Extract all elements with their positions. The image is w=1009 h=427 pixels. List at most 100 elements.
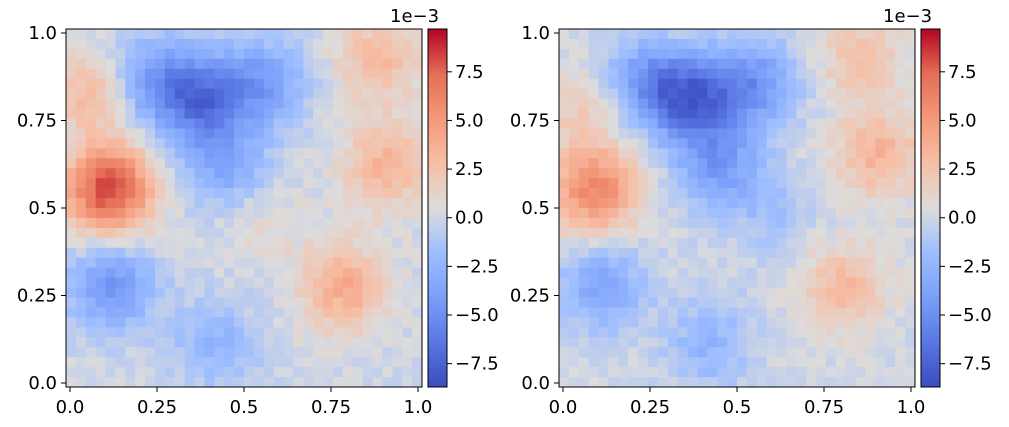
heatmap-cell bbox=[66, 108, 77, 120]
heatmap-cell bbox=[412, 208, 423, 219]
heatmap-cell bbox=[194, 188, 206, 199]
heatmap-cell bbox=[293, 327, 304, 338]
heatmap-cell bbox=[608, 188, 619, 199]
heatmap-cell bbox=[204, 357, 215, 368]
heatmap-cell bbox=[244, 38, 255, 50]
heatmap-cell bbox=[746, 58, 758, 70]
heatmap-cell bbox=[155, 68, 166, 80]
heatmap-cell bbox=[115, 128, 126, 139]
heatmap-cell bbox=[806, 347, 817, 358]
heatmap-cell bbox=[204, 267, 215, 279]
heatmap-cell bbox=[895, 287, 906, 299]
heatmap-cell bbox=[865, 58, 877, 70]
heatmap-cell bbox=[865, 208, 877, 219]
heatmap-cell bbox=[687, 297, 699, 309]
heatmap-cell bbox=[362, 38, 374, 50]
heatmap-cell bbox=[164, 58, 176, 70]
heatmap-cell bbox=[323, 227, 334, 239]
heatmap-cell bbox=[568, 247, 580, 259]
heatmap-cell bbox=[283, 377, 295, 388]
heatmap-cell bbox=[865, 158, 877, 169]
heatmap-cell bbox=[333, 367, 344, 378]
heatmap-cell bbox=[855, 317, 867, 328]
heatmap-cell bbox=[885, 337, 896, 348]
heatmap-cell bbox=[746, 208, 758, 219]
heatmap-cell bbox=[313, 198, 324, 209]
heatmap-cell bbox=[263, 327, 275, 338]
heatmap-cell bbox=[598, 357, 610, 368]
heatmap-cell bbox=[214, 317, 225, 328]
heatmap-cell bbox=[835, 158, 847, 169]
heatmap-cell bbox=[382, 317, 393, 328]
heatmap-cell bbox=[95, 357, 107, 368]
heatmap-cell bbox=[105, 48, 117, 60]
heatmap-cell bbox=[806, 29, 817, 40]
heatmap-cell bbox=[905, 188, 916, 199]
heatmap-cell bbox=[174, 188, 186, 199]
heatmap-cell bbox=[293, 277, 304, 289]
heatmap-cell bbox=[244, 68, 255, 80]
heatmap-cell bbox=[608, 377, 619, 388]
heatmap-cell bbox=[677, 377, 689, 388]
heatmap-cell bbox=[95, 38, 107, 50]
heatmap-cell bbox=[568, 227, 580, 239]
heatmap-cell bbox=[875, 108, 886, 120]
heatmap-cell bbox=[746, 367, 758, 378]
heatmap-cell bbox=[184, 287, 196, 299]
heatmap-cell bbox=[224, 297, 235, 309]
heatmap-cell bbox=[687, 48, 699, 60]
heatmap-cell bbox=[895, 237, 906, 249]
heatmap-cell bbox=[66, 168, 77, 179]
heatmap-cell bbox=[816, 29, 827, 40]
heatmap-cell bbox=[194, 88, 206, 100]
heatmap-cell bbox=[95, 118, 107, 130]
heatmap-cell bbox=[727, 347, 738, 358]
heatmap-cell bbox=[342, 198, 354, 209]
heatmap-cell bbox=[756, 118, 768, 130]
heatmap-cell bbox=[559, 148, 570, 159]
heatmap-cell bbox=[855, 227, 867, 239]
heatmap-cell bbox=[145, 128, 156, 139]
heatmap-cell bbox=[333, 178, 344, 189]
heatmap-cell bbox=[826, 307, 837, 318]
heatmap-cell bbox=[125, 317, 136, 328]
heatmap-cell bbox=[125, 267, 136, 279]
heatmap-cell bbox=[855, 88, 867, 100]
heatmap-cell bbox=[224, 128, 235, 139]
heatmap-cell bbox=[273, 347, 285, 358]
heatmap-cell bbox=[766, 307, 778, 318]
heatmap-cell bbox=[135, 287, 146, 299]
heatmap-cell bbox=[895, 227, 906, 239]
heatmap-cell bbox=[352, 317, 364, 328]
heatmap-cell bbox=[224, 138, 235, 149]
heatmap-cell bbox=[244, 357, 255, 368]
heatmap-cell bbox=[638, 128, 649, 139]
heatmap-cell bbox=[588, 29, 600, 40]
heatmap-cell bbox=[194, 198, 206, 209]
heatmap-cell bbox=[667, 118, 679, 130]
heatmap-cell bbox=[776, 198, 788, 209]
heatmap-cell bbox=[263, 337, 275, 348]
heatmap-cell bbox=[115, 118, 126, 130]
heatmap-cell bbox=[638, 267, 649, 279]
heatmap-cell bbox=[145, 68, 156, 80]
heatmap-cell bbox=[598, 317, 610, 328]
heatmap-cell bbox=[66, 327, 77, 338]
heatmap-cell bbox=[776, 88, 788, 100]
heatmap-cell bbox=[293, 148, 304, 159]
heatmap-cell bbox=[697, 297, 708, 309]
heatmap-cell bbox=[598, 307, 610, 318]
heatmap-cell bbox=[677, 317, 689, 328]
heatmap-cell bbox=[85, 377, 97, 388]
heatmap-cell bbox=[372, 367, 384, 378]
heatmap-cell bbox=[578, 337, 590, 348]
heatmap-cell bbox=[293, 208, 304, 219]
heatmap-cell bbox=[204, 347, 215, 358]
heatmap-cell bbox=[588, 178, 600, 189]
heatmap-cell bbox=[657, 307, 669, 318]
heatmap-cell bbox=[333, 277, 344, 289]
heatmap-cell bbox=[806, 217, 817, 229]
heatmap-cell bbox=[885, 287, 896, 299]
heatmap-cell bbox=[707, 337, 718, 348]
heatmap-cell bbox=[697, 257, 708, 269]
